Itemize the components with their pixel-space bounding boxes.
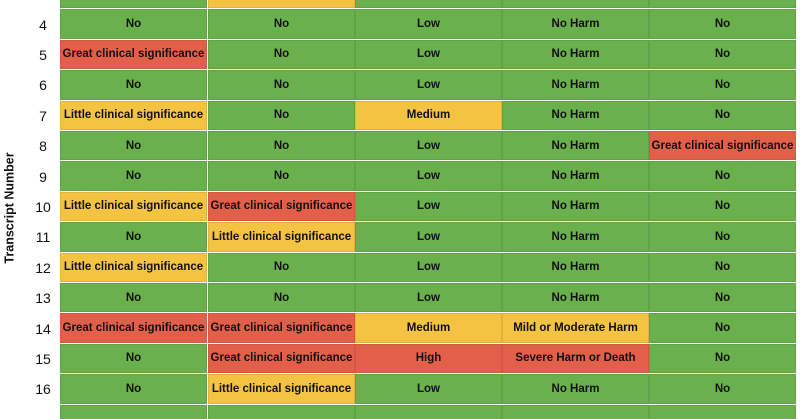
table-cell: No [208,161,355,191]
table-cell: No [60,9,207,39]
table-cell: Great clinical significance [208,343,355,374]
table-cell: Low [355,222,502,252]
table-cell: No [208,283,355,313]
table-cell: No Harm [502,191,649,222]
table-cell: No Harm [502,70,649,100]
y-axis-label: Transcript Number [1,48,19,368]
table-cell: No [60,222,207,252]
row-number: 4 [39,16,47,33]
table-cell: Great clinical significance [208,191,355,222]
row-number: 9 [39,168,47,185]
row-number: 6 [39,77,47,94]
row-number: 11 [35,229,51,246]
table-cell: Little clinical significance [208,374,355,404]
table-cell: Severe Harm or Death [502,343,649,374]
table-cell: Medium [355,100,502,130]
table-cell: No [649,39,796,70]
table-cell: Great clinical significance [60,39,207,70]
table-cell: No Harm [502,374,649,404]
table-cell: No [60,161,207,191]
table-cell [60,404,207,419]
row-number: 8 [39,138,47,155]
table-cell: No [649,252,796,282]
table-cell: No Harm [502,222,649,252]
table-cell [649,0,796,9]
table-cell: No [649,70,796,100]
row-number: 7 [39,107,47,124]
row-number: 5 [39,47,47,63]
table-cell: No Harm [502,39,649,70]
table-cell: Little clinical significance [208,222,355,252]
row-number: 14 [35,320,51,337]
table-cell [355,404,502,419]
table-cell: Low [355,374,502,404]
table-cell: Low [355,161,502,191]
table-cell: No [649,100,796,130]
table-cell: No [208,100,355,130]
table-cell: No Harm [502,283,649,313]
table-cell: No Harm [502,252,649,282]
table-cell [355,0,502,9]
table-cell: No [649,9,796,39]
table-cell: No [208,131,355,161]
table-cell: No [649,313,796,343]
table-cell: No [60,343,207,374]
table-cell: Great clinical significance [60,313,207,343]
table-cell: No [60,70,207,100]
row-number: 10 [35,199,51,215]
table-cell: Low [355,70,502,100]
table-cell: No [649,161,796,191]
table-cell: Low [355,191,502,222]
table-cell: No Harm [502,161,649,191]
table-cell [649,404,796,419]
table-cell: No [60,283,207,313]
table-cell: Little clinical significance [60,191,207,222]
table-cell: Low [355,39,502,70]
row-number: 15 [35,351,51,367]
table-cell: No [60,131,207,161]
table-cell: No [208,9,355,39]
table-cell: Little clinical significance [60,252,207,282]
table-cell: No [649,222,796,252]
table-cell: No [208,252,355,282]
table-cell: No Harm [502,9,649,39]
table-cell [208,404,355,419]
table-cell: Low [355,131,502,161]
table-cell [502,0,649,9]
row-number: 13 [35,290,51,307]
table-cell: High [355,343,502,374]
table-cell: Medium [355,313,502,343]
table-cell: No [649,343,796,374]
table-cell: Great clinical significance [208,313,355,343]
table-cell: No [649,283,796,313]
table-cell [60,0,207,9]
table-cell: Low [355,252,502,282]
table-cell: No [649,191,796,222]
table-cell: No Harm [502,100,649,130]
table-cell: No Harm [502,131,649,161]
table-cell: Low [355,283,502,313]
table-cell: Low [355,9,502,39]
table-cell: No [208,39,355,70]
table-cell: Mild or Moderate Harm [502,313,649,343]
table-cell: No [208,70,355,100]
table-cell: Little clinical significance [60,100,207,130]
table-cell: No [649,374,796,404]
table-cell: Great clinical significance [649,131,796,161]
row-number: 12 [35,259,51,276]
table-cell [502,404,649,419]
y-axis-label-text: Transcript Number [3,152,18,264]
table-cell [208,0,355,9]
table-cell: No [60,374,207,404]
row-number: 16 [35,381,51,398]
